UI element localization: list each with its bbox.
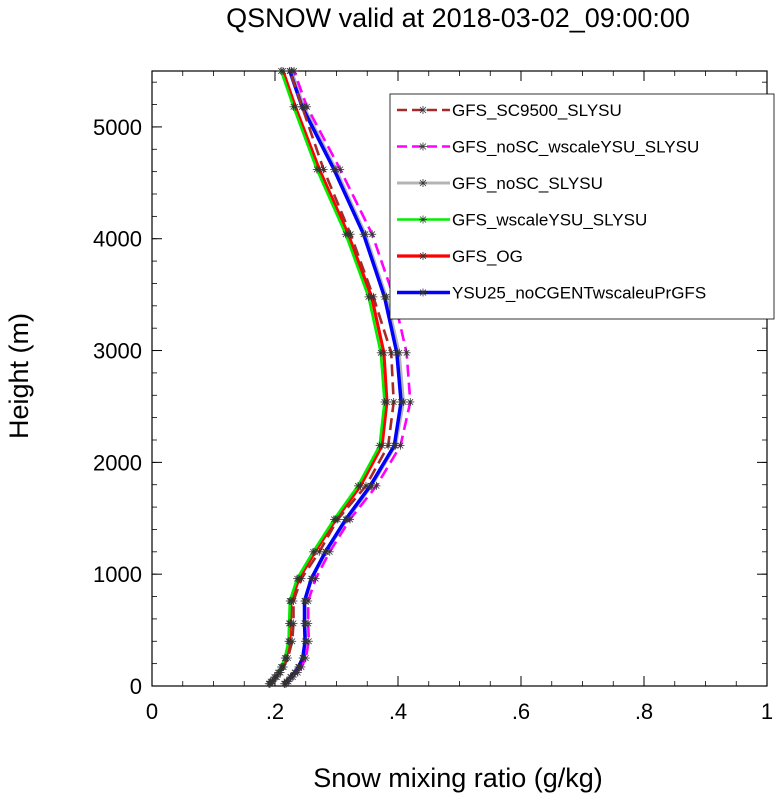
- data-point-marker: [389, 397, 398, 406]
- legend-box: [389, 93, 775, 320]
- legend-label: GFS_noSC_wscaleYSU_SLYSU: [452, 138, 699, 157]
- data-point-marker: [286, 619, 295, 628]
- data-point-marker: [367, 292, 376, 301]
- data-point-marker: [402, 348, 411, 357]
- data-point-marker: [390, 441, 399, 450]
- y-tick-label: 1000: [93, 562, 142, 587]
- x-tick-label: .6: [512, 699, 530, 724]
- data-point-marker: [300, 597, 309, 606]
- chart-title: QSNOW valid at 2018-03-02_09:00:00: [226, 3, 690, 33]
- data-point-marker: [278, 67, 287, 75]
- x-tick-label: .4: [389, 699, 407, 724]
- legend-label: YSU25_noCGENTwscaleuPrGFS: [452, 284, 706, 303]
- data-point-marker: [286, 597, 295, 606]
- data-point-marker: [271, 673, 280, 682]
- data-point-marker: [294, 574, 303, 583]
- y-tick-labels: 0 1000 2000 3000 4000 5000: [93, 115, 142, 699]
- legend-label: GFS_noSC_SLYSU: [452, 174, 603, 193]
- series-line: [267, 70, 386, 685]
- legend-label: GFS_wscaleYSU_SLYSU: [452, 211, 647, 230]
- y-tick-label: 5000: [93, 115, 142, 140]
- legend-label: GFS_OG: [452, 247, 523, 266]
- data-point-marker: [330, 165, 339, 174]
- data-point-marker: [341, 515, 350, 524]
- legend: GFS_SC9500_SLYSU GFS_noSC_wscaleYSU_SLYSU…: [389, 93, 775, 320]
- data-point-marker: [378, 441, 387, 450]
- data-point-marker: [319, 165, 328, 174]
- data-point-marker: [307, 574, 316, 583]
- data-point-marker: [397, 397, 406, 406]
- data-point-marker: [406, 397, 415, 406]
- data-point-marker: [379, 348, 388, 357]
- y-tick-label: 2000: [93, 450, 142, 475]
- x-tick-label: .2: [266, 699, 284, 724]
- data-point-marker: [285, 67, 294, 75]
- data-point-marker: [356, 481, 365, 490]
- data-point-marker: [380, 292, 389, 301]
- data-point-marker: [282, 677, 291, 686]
- x-tick-label: 0: [146, 699, 158, 724]
- legend-item: GFS_SC9500_SLYSU: [397, 101, 622, 120]
- data-point-marker: [275, 668, 284, 677]
- x-tick-labels: 0 .2 .4 .6 .8 1: [146, 699, 773, 724]
- data-point-marker: [298, 654, 307, 663]
- data-point-marker: [359, 230, 368, 239]
- x-tick-label: 1: [761, 699, 773, 724]
- data-point-marker: [285, 637, 294, 646]
- legend-item: GFS_OG: [397, 247, 523, 266]
- data-point-marker: [291, 102, 300, 111]
- legend-item: GFS_wscaleYSU_SLYSU: [397, 211, 647, 230]
- y-tick-label: 0: [130, 674, 142, 699]
- data-point-marker: [298, 102, 307, 111]
- data-point-marker: [278, 662, 287, 671]
- data-point-marker: [382, 397, 391, 406]
- y-tick-label: 4000: [93, 227, 142, 252]
- legend-item: YSU25_noCGENTwscaleuPrGFS: [397, 284, 706, 303]
- data-point-marker: [267, 677, 276, 686]
- series-line: [268, 70, 389, 685]
- legend-item: GFS_noSC_wscaleYSU_SLYSU: [397, 138, 699, 157]
- data-point-marker: [301, 637, 310, 646]
- y-tick-label: 3000: [93, 339, 142, 364]
- data-point-marker: [282, 654, 291, 663]
- data-point-marker: [294, 662, 303, 671]
- data-point-marker: [321, 547, 330, 556]
- legend-label: GFS_SC9500_SLYSU: [452, 101, 622, 120]
- x-axis-label: Snow mixing ratio (g/kg): [313, 763, 603, 793]
- data-point-marker: [315, 165, 324, 174]
- data-point-marker: [331, 515, 340, 524]
- y-axis-label: Height (m): [4, 313, 34, 439]
- data-point-marker: [344, 230, 353, 239]
- data-point-marker: [290, 668, 299, 677]
- x-tick-label: .8: [635, 699, 653, 724]
- data-point-marker: [392, 348, 401, 357]
- data-point-marker: [310, 547, 319, 556]
- data-point-marker: [366, 481, 375, 490]
- data-point-marker: [368, 230, 377, 239]
- legend-item: GFS_noSC_SLYSU: [397, 174, 603, 193]
- data-point-marker: [300, 619, 309, 628]
